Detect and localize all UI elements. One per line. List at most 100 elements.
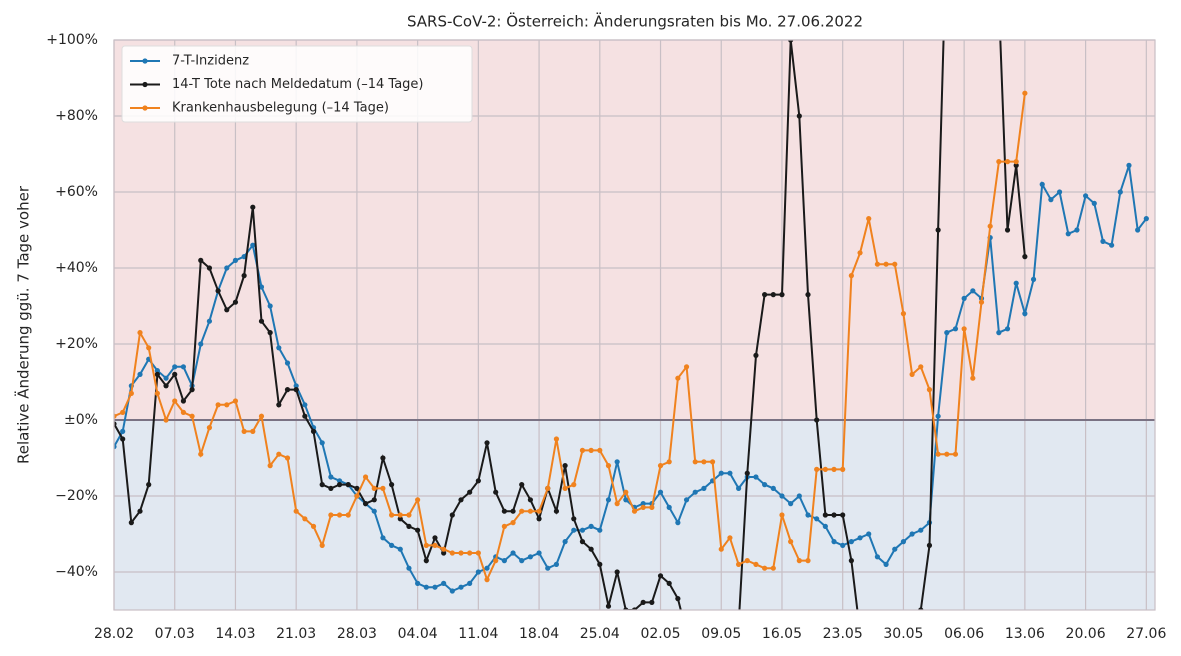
data-point — [1083, 193, 1089, 199]
data-point — [1013, 280, 1019, 286]
data-point — [493, 489, 499, 495]
data-point — [114, 444, 117, 450]
data-point — [302, 413, 308, 419]
data-point — [961, 326, 967, 332]
data-point — [805, 558, 811, 564]
data-point — [206, 318, 213, 324]
data-point — [683, 364, 690, 370]
data-point — [666, 459, 672, 465]
data-point — [206, 265, 213, 271]
data-point — [467, 550, 473, 556]
data-point — [510, 520, 516, 526]
data-point — [866, 216, 872, 222]
data-point — [623, 489, 629, 495]
data-point — [310, 523, 317, 530]
data-point — [952, 451, 959, 457]
data-point — [163, 417, 169, 423]
data-point — [588, 546, 594, 552]
data-point — [397, 546, 403, 552]
data-point — [232, 257, 239, 263]
x-tick-label: 14.03 — [215, 626, 255, 642]
data-point — [441, 546, 447, 552]
data-point — [276, 345, 282, 351]
data-point — [232, 299, 239, 305]
data-point — [614, 569, 620, 575]
data-point — [597, 561, 603, 568]
data-point — [336, 482, 343, 488]
data-point — [657, 489, 664, 495]
data-point — [701, 485, 707, 491]
data-point — [744, 558, 750, 564]
legend-marker — [142, 58, 148, 64]
data-point — [753, 352, 759, 358]
data-point — [345, 512, 351, 518]
data-point — [1030, 276, 1037, 282]
data-point — [562, 485, 568, 491]
data-point — [892, 546, 898, 552]
data-point — [362, 501, 369, 507]
data-point — [484, 577, 490, 583]
data-point — [1004, 326, 1011, 332]
legend: 7-T-Inzidenz 14-T Tote nach Meldedatum (–… — [121, 45, 473, 123]
data-point — [952, 326, 959, 332]
data-point — [114, 413, 117, 419]
data-point — [180, 409, 186, 415]
data-point — [788, 40, 794, 43]
data-point — [909, 531, 915, 537]
data-point — [1056, 189, 1063, 195]
data-point — [996, 159, 1002, 165]
plot-frame — [113, 39, 1156, 611]
data-point — [276, 402, 282, 408]
data-point — [996, 0, 1001, 5]
data-point — [137, 330, 143, 336]
data-point — [909, 371, 915, 377]
data-point — [571, 482, 577, 488]
data-point — [744, 470, 750, 476]
data-point — [571, 516, 577, 522]
data-point — [206, 425, 213, 431]
data-point — [432, 584, 438, 590]
data-point — [1126, 162, 1132, 168]
data-point — [874, 261, 881, 267]
data-point — [146, 345, 152, 351]
data-point — [397, 512, 403, 518]
data-point — [250, 204, 256, 210]
series-line — [114, 40, 1026, 610]
data-point — [449, 512, 455, 518]
plot-background — [114, 40, 1155, 610]
data-point — [796, 493, 802, 499]
data-point — [883, 561, 889, 568]
data-point — [935, 413, 941, 419]
data-point — [961, 295, 967, 301]
legend-marker — [142, 81, 148, 88]
data-point — [224, 402, 230, 408]
data-point — [389, 482, 395, 488]
data-point — [926, 542, 933, 549]
data-point — [727, 535, 733, 541]
series-line — [114, 93, 1026, 583]
data-point — [154, 368, 160, 374]
data-point — [163, 375, 169, 381]
data-point — [224, 307, 230, 313]
data-point — [822, 512, 828, 518]
data-point — [241, 428, 247, 434]
data-point — [224, 265, 230, 271]
x-tick-label: 04.04 — [398, 626, 438, 642]
data-point — [389, 512, 395, 518]
data-point — [649, 599, 655, 606]
data-point — [848, 273, 854, 279]
x-tick-label: 13.06 — [1005, 626, 1045, 642]
data-point — [796, 558, 802, 564]
data-point — [371, 508, 377, 514]
y-tick-label: −20% — [55, 488, 98, 504]
data-point — [831, 466, 837, 472]
data-point — [336, 478, 343, 484]
data-point — [128, 520, 134, 526]
data-point — [198, 451, 204, 457]
data-point — [467, 580, 473, 587]
data-point — [814, 466, 820, 472]
data-point — [779, 512, 785, 518]
data-point — [640, 599, 646, 606]
x-tick-label: 21.03 — [276, 626, 316, 642]
data-point — [527, 508, 534, 514]
